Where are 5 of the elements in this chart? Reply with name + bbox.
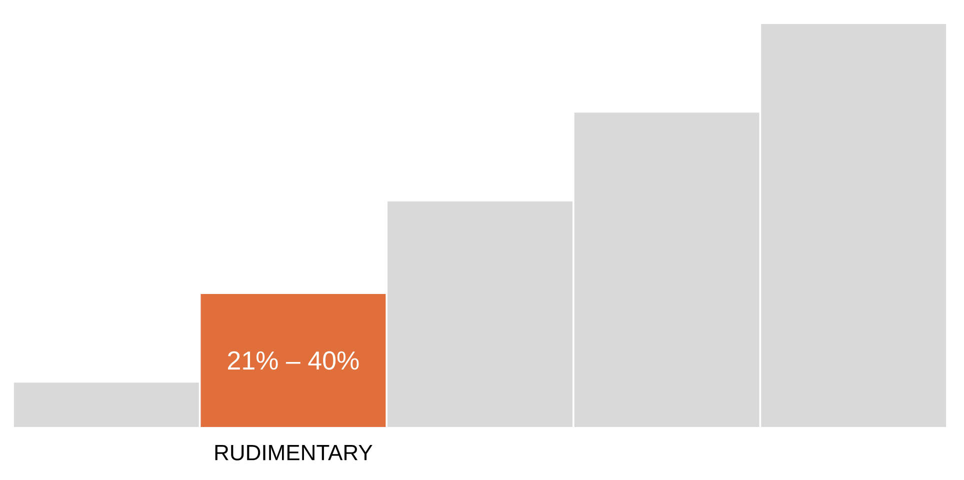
bar — [388, 201, 572, 427]
annotation: 21% – 40% — [228, 351, 359, 370]
x-tick-label: RUDIMENTARY — [215, 445, 372, 460]
bar — [200, 294, 386, 427]
bar — [14, 382, 199, 427]
